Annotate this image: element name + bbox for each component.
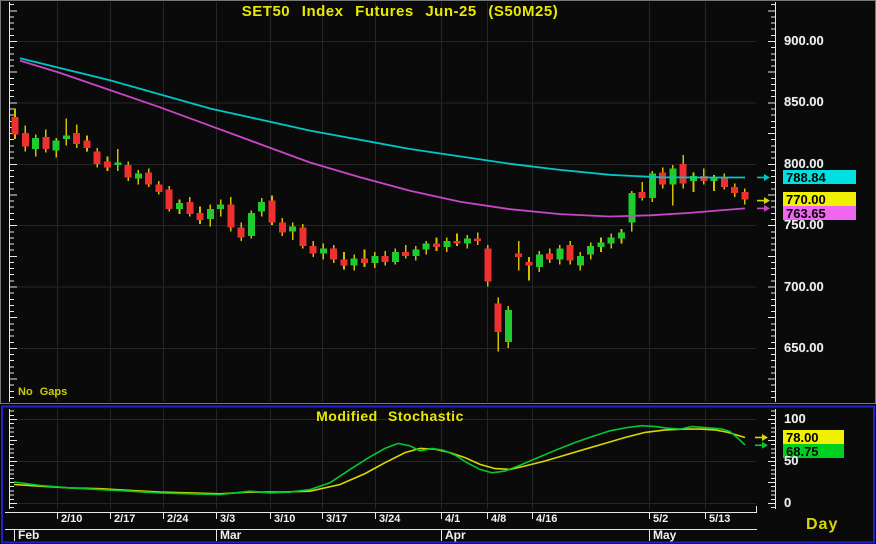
candlestick: [114, 162, 122, 165]
candlestick: [62, 135, 70, 140]
candlestick: [165, 189, 173, 210]
candlestick: [720, 177, 728, 188]
candlestick: [546, 253, 554, 260]
candlestick: [340, 259, 348, 266]
candlestick: [607, 237, 615, 244]
candlestick: [453, 241, 461, 244]
stochastic-panel-border: [1, 405, 875, 544]
arrow-icon-ma-long: [764, 173, 770, 181]
candlestick: [484, 248, 492, 282]
candlestick: [206, 209, 214, 220]
candlestick: [659, 172, 667, 185]
candlestick: [32, 137, 40, 150]
candlestick: [679, 163, 687, 184]
candlestick: [731, 187, 739, 194]
candlestick: [289, 226, 297, 232]
candlestick: [566, 244, 574, 261]
candlestick: [145, 172, 153, 185]
candlestick: [258, 201, 266, 212]
candlestick: [443, 241, 451, 248]
candlestick: [278, 222, 286, 233]
candlestick: [217, 204, 225, 210]
candlestick: [319, 248, 327, 254]
candlestick: [391, 252, 399, 262]
candlestick: [134, 173, 142, 179]
candlestick: [432, 243, 440, 248]
moving-average-long: [19, 57, 745, 179]
candlestick: [576, 255, 584, 266]
candlestick: [186, 201, 194, 215]
stoch-line-k: [13, 424, 746, 496]
candlestick: [93, 151, 101, 164]
candlestick: [11, 117, 19, 135]
candlestick: [371, 255, 379, 264]
candlestick: [515, 253, 523, 258]
moving-average-short: [19, 59, 746, 218]
candlestick: [474, 238, 482, 242]
arrow-icon-stoch-k: [762, 441, 768, 449]
candlestick: [104, 161, 112, 168]
candlestick: [700, 176, 708, 181]
candlestick: [227, 204, 235, 228]
arrow-icon-ma-short: [764, 204, 770, 212]
candlestick: [504, 309, 512, 342]
candlestick: [196, 212, 204, 221]
candlestick: [628, 193, 636, 223]
candlestick: [52, 140, 60, 151]
candlestick: [535, 254, 543, 267]
candlestick: [73, 133, 81, 145]
arrow-icon-last-price: [764, 197, 770, 205]
candlestick: [710, 177, 718, 181]
candlestick: [155, 184, 163, 192]
candlestick: [381, 255, 389, 262]
candlestick: [556, 248, 564, 260]
candlestick: [463, 238, 471, 244]
arrow-icon-stoch-d: [762, 433, 768, 441]
candlestick: [494, 303, 502, 332]
candlestick: [638, 191, 646, 199]
stochastic-panel: [1, 405, 875, 543]
candlestick: [648, 173, 656, 199]
candlestick: [587, 246, 595, 255]
candlestick: [299, 227, 307, 247]
candlestick: [268, 200, 276, 223]
candlestick: [741, 191, 749, 200]
candlestick: [422, 243, 430, 250]
candlestick: [21, 133, 29, 147]
candlestick: [618, 232, 626, 239]
candlestick: [42, 136, 50, 150]
candlestick: [412, 249, 420, 256]
candlestick: [237, 227, 245, 238]
candlestick: [361, 258, 369, 264]
candlestick: [83, 140, 91, 148]
candlestick: [350, 258, 358, 266]
main-chart-panel: [0, 0, 876, 404]
candlestick: [330, 248, 338, 260]
candlestick: [525, 261, 533, 266]
candlestick: [309, 246, 317, 254]
candlestick: [402, 252, 410, 256]
candlestick: [124, 164, 132, 178]
candlestick: [247, 212, 255, 237]
candlestick: [689, 176, 697, 181]
candlestick: [597, 242, 605, 248]
candlestick: [175, 203, 183, 210]
